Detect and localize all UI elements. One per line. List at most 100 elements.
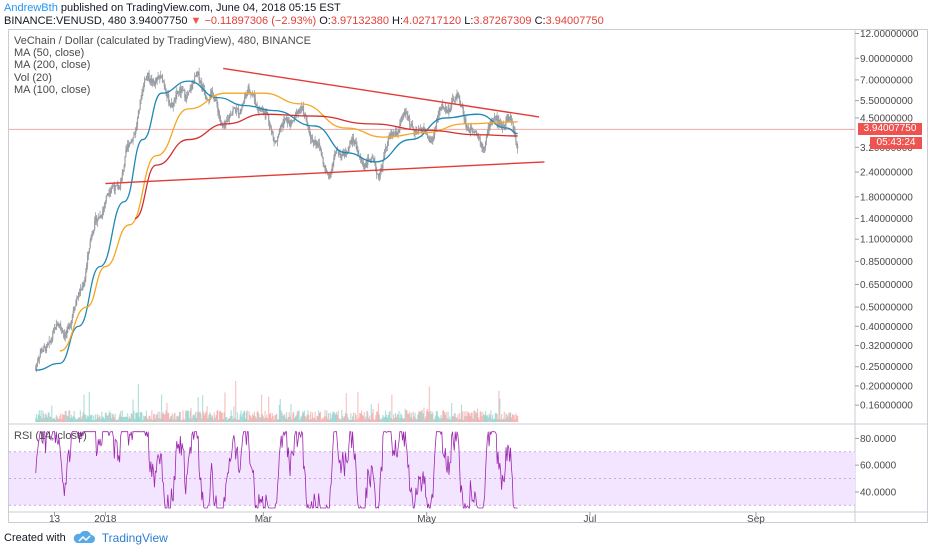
candle-body xyxy=(50,341,52,343)
candle-body xyxy=(483,148,485,150)
volume-bar xyxy=(161,413,164,422)
candle-body xyxy=(438,110,440,115)
candle-body xyxy=(273,136,275,142)
candle-body xyxy=(499,122,501,124)
volume-bar xyxy=(233,406,235,422)
candle-body xyxy=(516,141,518,147)
volume-bar xyxy=(467,412,470,422)
candle-body xyxy=(434,126,437,131)
candle-body xyxy=(398,130,400,133)
candle-body xyxy=(153,81,156,86)
volume-bar xyxy=(286,419,289,422)
volume-bar xyxy=(258,413,260,422)
candle-body xyxy=(80,289,82,290)
volume-bar xyxy=(375,415,377,422)
candle-body xyxy=(214,100,216,102)
volume-bar xyxy=(483,414,485,422)
candle-body xyxy=(290,121,292,127)
candle-body xyxy=(183,90,185,91)
candle-body xyxy=(509,116,511,120)
volume-bar xyxy=(361,415,363,422)
candle-body xyxy=(70,320,73,326)
candle-body xyxy=(443,108,445,110)
change-value: −0.11897306 (−2.93%) xyxy=(201,15,317,27)
candle-body xyxy=(409,124,412,125)
volume-bar xyxy=(428,386,430,422)
author-link[interactable]: AndrewBth xyxy=(4,2,58,14)
volume-bar xyxy=(386,417,388,422)
candle-body xyxy=(92,232,94,235)
volume-bar xyxy=(467,411,469,422)
volume-bar xyxy=(455,417,457,422)
candle-body xyxy=(234,107,236,109)
candle-body xyxy=(132,137,134,142)
candle-body xyxy=(444,106,446,110)
candle-body xyxy=(144,79,147,80)
volume-bar xyxy=(38,410,40,422)
volume-bar xyxy=(56,416,58,422)
volume-bar xyxy=(96,414,98,422)
candle-body xyxy=(67,326,69,330)
volume-bar xyxy=(440,414,442,422)
candle-body xyxy=(349,141,351,148)
candle-body xyxy=(157,76,159,79)
volume-bar xyxy=(320,419,322,422)
candle-body xyxy=(325,168,327,173)
volume-bar xyxy=(271,413,273,422)
volume-bar xyxy=(142,419,144,422)
candle-body xyxy=(88,248,90,252)
candle-body xyxy=(477,135,480,137)
candle-body xyxy=(320,150,322,156)
volume-bar xyxy=(471,412,473,422)
volume-bar xyxy=(475,413,477,422)
volume-bar xyxy=(438,417,440,422)
candle-body xyxy=(415,130,417,134)
volume-bar xyxy=(186,410,189,422)
candle-body xyxy=(152,79,154,83)
candle-body xyxy=(432,139,434,141)
volume-bar xyxy=(355,415,357,422)
price-tick-label: 12.00000000 xyxy=(860,29,919,40)
volume-bar xyxy=(332,411,334,422)
volume-bar xyxy=(264,410,266,422)
candle-body xyxy=(367,158,369,166)
volume-bar xyxy=(302,412,305,422)
volume-bar xyxy=(95,419,98,422)
volume-bar xyxy=(217,410,219,422)
candle-body xyxy=(232,109,234,113)
candle-body xyxy=(382,160,384,170)
candle-body xyxy=(41,349,43,352)
candle-body xyxy=(109,192,111,194)
volume-bar xyxy=(345,393,347,422)
candle-body xyxy=(302,106,305,115)
candle-body xyxy=(164,85,166,90)
volume-bar xyxy=(42,410,44,422)
tradingview-brand[interactable]: TradingView xyxy=(101,531,168,545)
volume-bar xyxy=(100,418,102,422)
candle-body xyxy=(156,78,158,82)
volume-bar xyxy=(54,419,57,422)
legend-ma200: MA (200, close) xyxy=(14,59,91,72)
volume-bar xyxy=(101,411,103,422)
volume-bar xyxy=(419,412,421,422)
candle-body xyxy=(370,157,372,163)
volume-bar xyxy=(201,418,203,422)
volume-bar xyxy=(409,417,412,422)
volume-bar xyxy=(110,413,112,422)
volume-bar xyxy=(476,412,478,422)
volume-bar xyxy=(135,412,137,422)
volume-bar xyxy=(49,416,51,422)
volume-bar xyxy=(77,418,79,422)
volume-bar xyxy=(127,413,129,422)
candle-body xyxy=(368,158,370,160)
publication-line: AndrewBth published on TradingView.com, … xyxy=(4,2,341,14)
volume-bar xyxy=(74,417,76,422)
volume-bar xyxy=(308,414,310,422)
volume-bar xyxy=(411,419,413,422)
candle-body xyxy=(445,106,447,111)
candle-body xyxy=(179,88,181,94)
volume-bar xyxy=(120,416,123,422)
volume-bar xyxy=(382,414,384,422)
volume-bar xyxy=(202,395,204,422)
